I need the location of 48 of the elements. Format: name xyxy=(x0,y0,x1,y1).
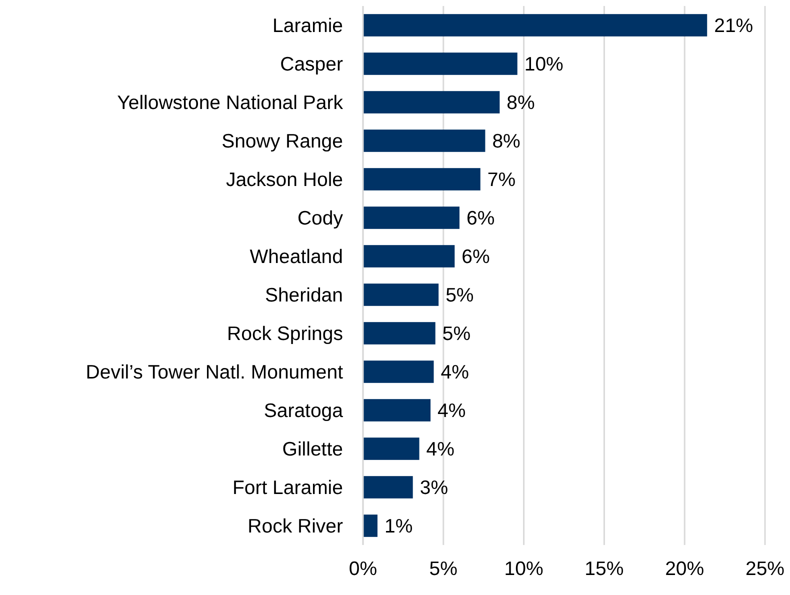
data-label: 8% xyxy=(492,130,520,153)
y-tick-label: Jackson Hole xyxy=(226,169,343,192)
data-label: 6% xyxy=(462,246,490,268)
data-label: 4% xyxy=(438,400,466,422)
data-label: 4% xyxy=(440,362,469,384)
x-tick-label: 10% xyxy=(504,558,544,580)
bar xyxy=(363,245,455,268)
y-tick-label: Cody xyxy=(297,208,344,230)
x-tick-label: 25% xyxy=(745,558,785,580)
data-label: 5% xyxy=(446,284,474,307)
bar xyxy=(363,399,431,422)
bar xyxy=(363,91,500,114)
data-label: 21% xyxy=(714,15,754,38)
y-tick-label: Devil’s Tower Natl. Monument xyxy=(86,362,344,384)
y-tick-label: Rock River xyxy=(248,516,344,538)
data-label: 10% xyxy=(524,54,564,76)
x-tick-label: 0% xyxy=(348,558,378,580)
x-tick-label: 15% xyxy=(584,558,624,580)
bar xyxy=(363,14,708,36)
y-tick-label: Rock Springs xyxy=(227,323,344,346)
x-tick-label: 5% xyxy=(429,558,458,580)
bar xyxy=(363,360,434,383)
y-tick-label: Yellowstone National Park xyxy=(117,92,344,114)
y-tick-label: Laramie xyxy=(272,15,343,38)
bar xyxy=(363,206,460,229)
y-tick-label: Fort Laramie xyxy=(232,477,343,500)
y-tick-label: Snowy Range xyxy=(222,130,343,153)
data-label: 5% xyxy=(442,323,471,346)
y-tick-label: Wheatland xyxy=(250,246,343,268)
data-label: 6% xyxy=(466,208,495,230)
x-tick-label: 20% xyxy=(665,558,704,580)
bar xyxy=(363,284,439,306)
y-tick-label: Sheridan xyxy=(264,284,343,307)
data-label: 3% xyxy=(420,477,448,500)
y-tick-label: Gillette xyxy=(282,438,343,461)
bar xyxy=(363,130,486,152)
bar xyxy=(363,168,480,190)
bar xyxy=(363,438,420,460)
data-label: 7% xyxy=(487,169,516,192)
bar xyxy=(363,322,436,344)
data-label: 4% xyxy=(426,438,454,461)
y-tick-label: Casper xyxy=(280,54,344,76)
bar xyxy=(363,514,378,537)
data-label: 8% xyxy=(506,92,535,114)
data-label: 1% xyxy=(384,516,413,538)
y-tick-label: Saratoga xyxy=(264,400,344,422)
bar xyxy=(363,52,518,75)
bar xyxy=(363,476,413,498)
